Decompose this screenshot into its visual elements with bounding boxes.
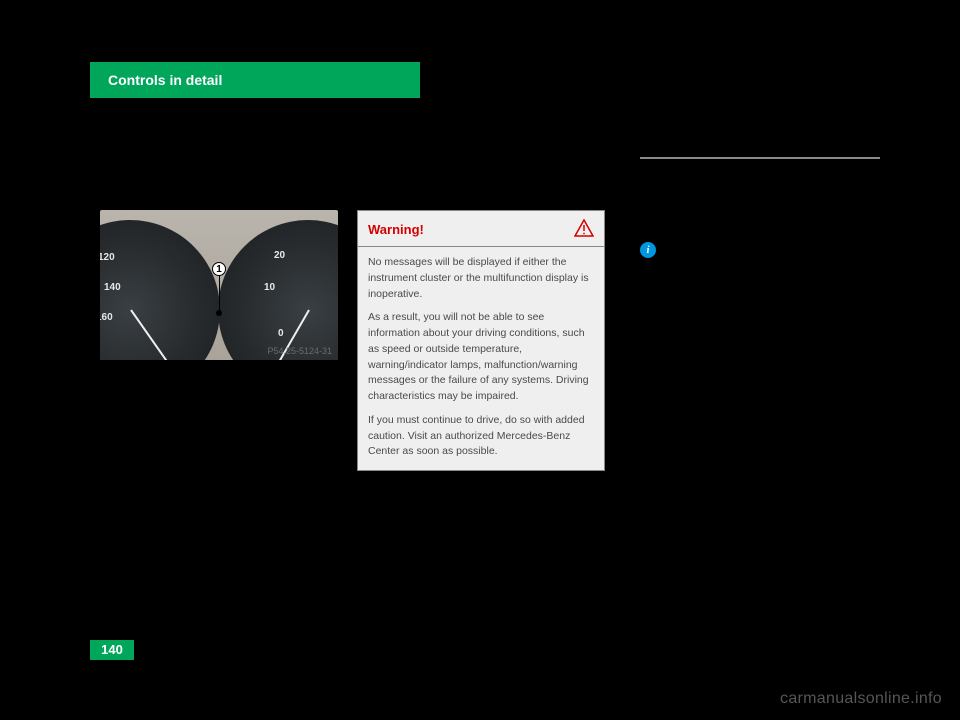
warning-paragraph: No messages will be displayed if either …	[368, 255, 594, 302]
figure-callout: 1	[212, 262, 226, 316]
tachometer-gauge: 403020100	[218, 220, 338, 360]
column-separator-line	[640, 157, 880, 159]
speedometer-gauge: 80100120140160	[100, 220, 220, 360]
warning-triangle-icon	[574, 219, 594, 240]
warning-body: No messages will be displayed if either …	[358, 247, 604, 470]
gauge-tick-label: 0	[278, 328, 284, 339]
warning-callout-box: Warning! No messages will be displayed i…	[357, 210, 605, 471]
info-icon: i	[640, 242, 656, 258]
speedometer-needle	[130, 309, 172, 360]
figure-reference-code: P54.25-5124-31	[267, 346, 332, 356]
warning-paragraph: If you must continue to drive, do so wit…	[368, 413, 594, 460]
warning-header: Warning!	[358, 211, 604, 246]
section-title: Controls in detail	[108, 72, 222, 88]
callout-number: 1	[212, 262, 226, 276]
page-number-badge: 140	[90, 640, 134, 660]
gauge-tick-label: 160	[100, 312, 113, 323]
instrument-cluster-figure: 80100120140160 403020100 1 P54.25-5124-3…	[100, 210, 338, 360]
warning-title: Warning!	[368, 222, 424, 237]
warning-paragraph: As a result, you will not be able to see…	[368, 310, 594, 405]
gauge-tick-label: 10	[264, 282, 275, 293]
callout-line	[219, 276, 220, 310]
manual-page: Controls in detail 80100120140160 403020…	[0, 0, 960, 720]
section-header-tab: Controls in detail	[90, 62, 420, 98]
gauge-tick-label: 20	[274, 250, 285, 261]
gauge-tick-label: 120	[100, 252, 115, 263]
callout-dot	[216, 310, 222, 316]
gauge-tick-label: 140	[104, 282, 121, 293]
watermark-text: carmanualsonline.info	[780, 690, 942, 708]
